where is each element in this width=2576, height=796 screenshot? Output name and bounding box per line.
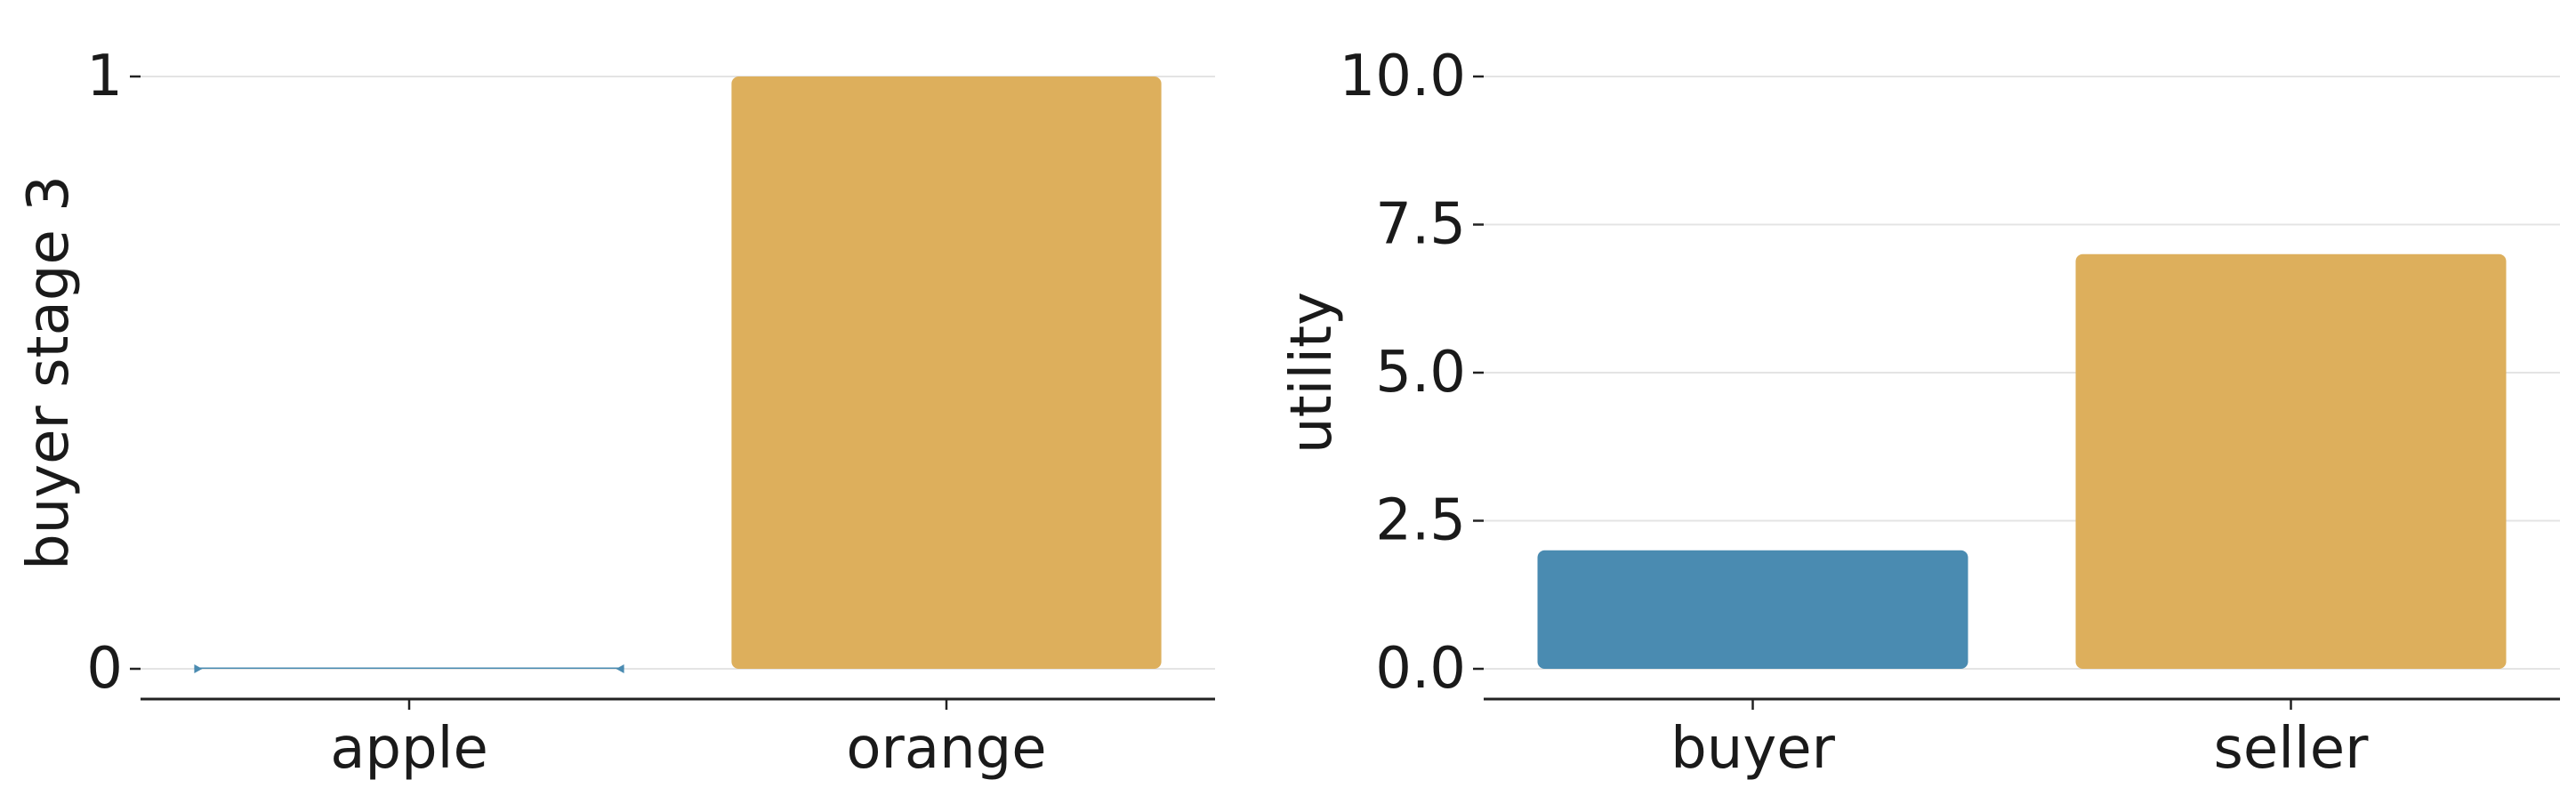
bar-end-cap — [194, 664, 203, 673]
y-tick-label: 5.0 — [1375, 340, 1466, 406]
y-tick-label: 2.5 — [1375, 488, 1466, 554]
bar-apple — [194, 667, 624, 669]
y-tick-label: 0 — [86, 636, 123, 702]
chart-utility: 0.0 2.5 5.0 7.5 10.0 buyer seller utility — [1279, 44, 2560, 782]
y-tick-label: 10.0 — [1340, 44, 1467, 109]
y-tick-label: 7.5 — [1375, 192, 1466, 258]
x-tick-label-seller: seller — [2214, 716, 2370, 782]
x-tick-label-orange: orange — [846, 716, 1046, 782]
y-tick-label: 1 — [86, 44, 123, 109]
chart-buyer-stage-3: 0 1 apple orange buyer stage 3 — [16, 44, 1215, 782]
y-axis-label: utility — [1279, 292, 1345, 454]
bar-seller — [2075, 253, 2507, 669]
bar-end-cap — [616, 664, 624, 673]
x-tick-label-apple: apple — [330, 716, 488, 782]
y-tick-label: 0.0 — [1375, 636, 1466, 702]
y-axis-label: buyer stage 3 — [16, 175, 82, 570]
x-tick-label-buyer: buyer — [1670, 716, 1835, 782]
bar-buyer — [1537, 550, 1968, 669]
bar-orange — [731, 76, 1162, 669]
